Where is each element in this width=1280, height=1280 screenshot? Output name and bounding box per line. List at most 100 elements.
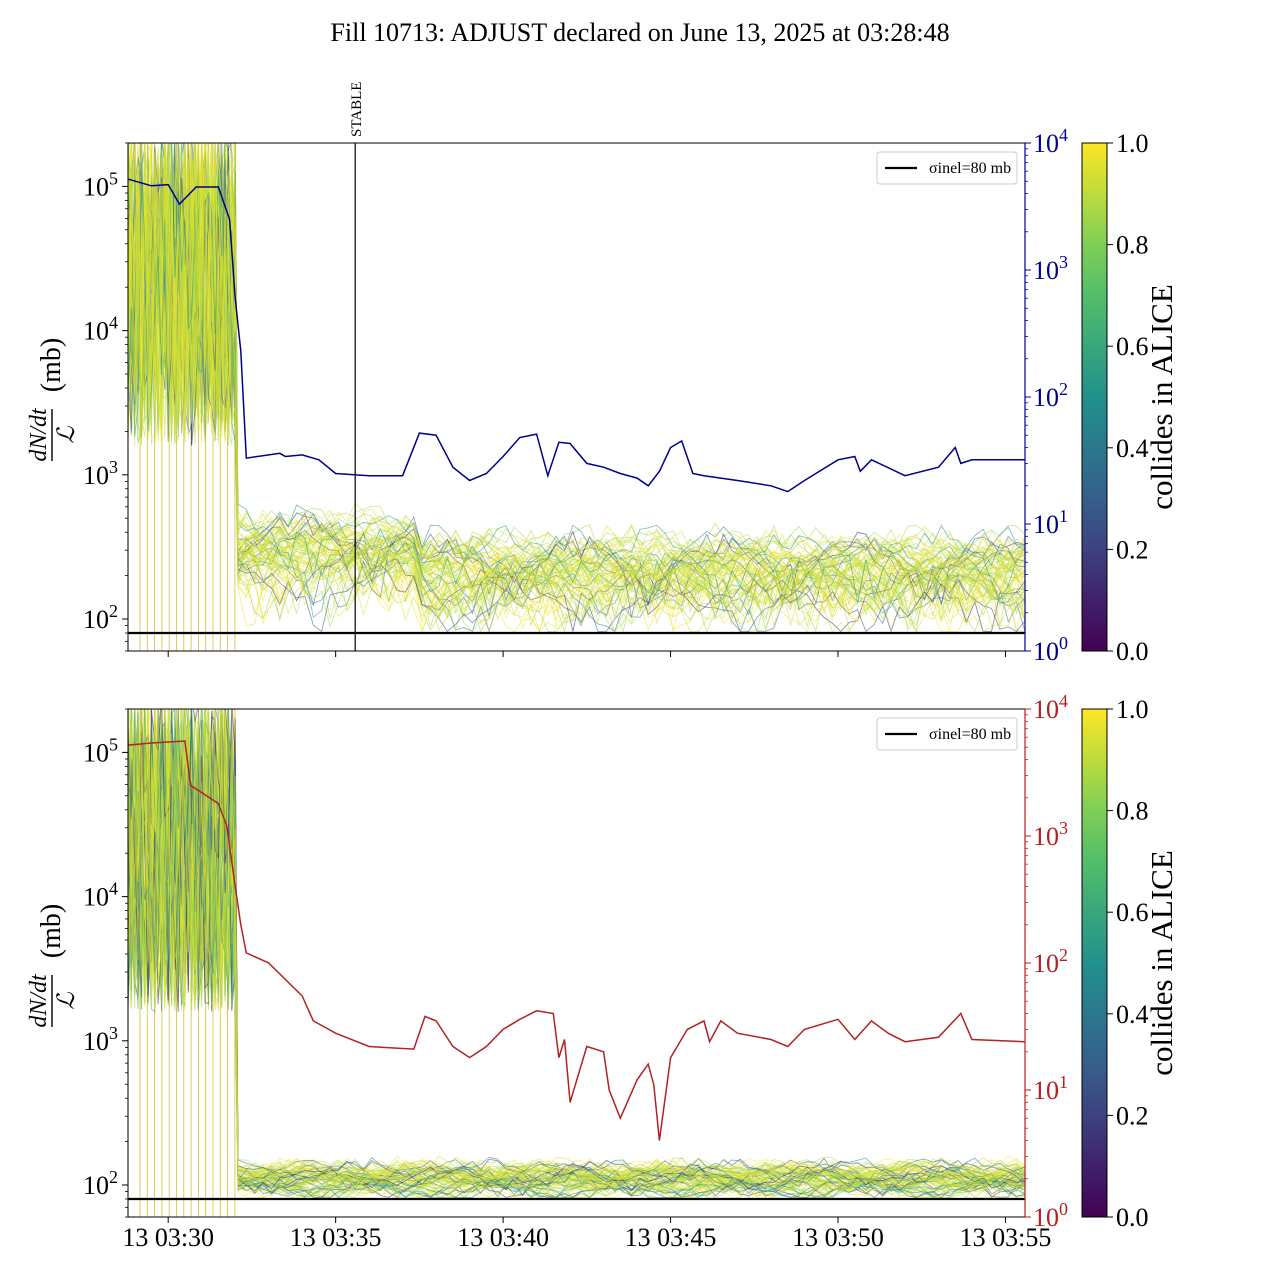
left-axis-unit: (mb) xyxy=(36,338,67,392)
bunch-trace xyxy=(128,143,1025,612)
left-tick-label: 105 xyxy=(83,168,118,201)
x-tick-label: 13 03:35 xyxy=(290,1223,382,1252)
bunch-trace xyxy=(128,143,1025,610)
bunch-trace xyxy=(128,709,1025,1188)
chart-panel-bottom: 102 103 104 105 dN/dt ℒ (mb) 100 101 102 103 104 13 … xyxy=(26,691,1179,1252)
bunch-trace xyxy=(128,709,1025,1190)
bunch-trace xyxy=(128,720,1025,1193)
bunch-trace xyxy=(128,709,1025,1191)
bunch-trace xyxy=(128,709,1025,1186)
bunch-trace xyxy=(128,709,1025,1196)
bunch-trace xyxy=(128,709,1025,1199)
right-tick-label: 102 xyxy=(1033,945,1068,978)
bunch-trace xyxy=(128,709,1025,1195)
bunch-trace xyxy=(128,719,1025,1198)
colorbar-label: collides in ALICE xyxy=(1144,284,1179,510)
x-tick-label: 13 03:40 xyxy=(457,1223,549,1252)
bunch-trace xyxy=(128,709,1025,1198)
bunch-trace xyxy=(128,709,1025,1189)
right-tick-label: 103 xyxy=(1033,818,1068,851)
bunch-trace xyxy=(128,711,1025,1191)
left-tick-label: 105 xyxy=(83,734,118,767)
bunch-trace xyxy=(128,712,1025,1188)
left-axis-unit: (mb) xyxy=(36,904,67,958)
bunch-trace xyxy=(128,709,1025,1191)
bunch-trace xyxy=(128,143,1025,633)
bunch-trace xyxy=(128,709,1025,1198)
bunch-trace xyxy=(128,148,1025,633)
bunch-trace xyxy=(128,143,1025,609)
bunch-trace xyxy=(128,709,1025,1192)
left-axis-label: dN/dt ℒ (mb) xyxy=(26,904,80,1028)
left-axis-numerator: dN/dt xyxy=(26,973,52,1028)
bunch-trace xyxy=(128,709,1025,1190)
bunch-trace xyxy=(128,709,1025,1198)
bunch-trace xyxy=(128,709,1025,1195)
bunch-trace xyxy=(128,709,1025,1199)
left-tick-label: 104 xyxy=(83,879,118,912)
bunch-trace xyxy=(128,709,1025,1193)
series-line xyxy=(128,178,1025,493)
left-axis-denominator: ℒ xyxy=(54,426,80,444)
bunch-trace xyxy=(128,709,1025,1194)
legend-box xyxy=(876,151,1018,185)
legend-box xyxy=(876,717,1018,751)
bunch-trace xyxy=(128,143,1025,633)
right-tick-label: 101 xyxy=(1033,506,1068,539)
bunch-trace xyxy=(128,709,1025,1196)
bunch-trace xyxy=(128,709,1025,1198)
left-tick-label: 102 xyxy=(83,1167,118,1200)
left-axis-label: dN/dt ℒ (mb) xyxy=(26,338,80,462)
bunch-trace xyxy=(128,143,1025,604)
plot-area xyxy=(128,709,1025,1217)
bunch-trace xyxy=(128,709,1025,1191)
colorbar-tick-label: 0.0 xyxy=(1116,1203,1149,1232)
bunch-trace xyxy=(128,709,1025,1192)
legend-label: σinel=80 mb xyxy=(929,160,1011,177)
bunch-trace xyxy=(128,709,1025,1198)
bunch-trace xyxy=(128,709,1025,1197)
left-tick-label: 103 xyxy=(83,457,118,490)
colorbar-tick-label: 0.4 xyxy=(1116,1000,1149,1029)
bunch-trace xyxy=(128,709,1025,1199)
bunch-trace xyxy=(128,709,1025,1186)
left-tick-label: 104 xyxy=(83,313,118,346)
bunch-trace xyxy=(128,709,1025,1187)
bunch-trace xyxy=(128,709,1025,1194)
right-tick-label: 104 xyxy=(1033,691,1068,724)
right-tick-label: 100 xyxy=(1033,633,1068,666)
bunch-trace xyxy=(128,709,1025,1191)
right-tick-label: 101 xyxy=(1033,1072,1068,1105)
bunch-trace xyxy=(128,709,1025,1190)
bunch-trace xyxy=(128,709,1025,1198)
colorbar-tick-label: 1.0 xyxy=(1116,695,1149,724)
colorbar xyxy=(1081,142,1108,652)
bunch-trace xyxy=(128,709,1025,1189)
colorbar-tick-label: 0.2 xyxy=(1116,1101,1149,1130)
bunch-trace xyxy=(128,709,1025,1199)
bunch-trace xyxy=(128,720,1025,1199)
colorbar-tick-label: 1.0 xyxy=(1116,129,1149,158)
bunch-trace xyxy=(128,709,1025,1194)
colorbar-tick-label: 0.2 xyxy=(1116,535,1149,564)
stable-marker-label: STABLE xyxy=(349,82,365,137)
right-tick-label: 102 xyxy=(1033,379,1068,412)
page-title: Fill 10713: ADJUST declared on June 13, … xyxy=(330,18,950,47)
series-line xyxy=(128,740,1025,1141)
bunch-trace xyxy=(128,709,1025,1197)
bunch-trace xyxy=(128,709,1025,1195)
bunch-trace xyxy=(128,709,1025,1188)
x-tick-label: 13 03:55 xyxy=(960,1223,1052,1252)
bunch-trace xyxy=(128,709,1025,1198)
left-axis-numerator: dN/dt xyxy=(26,407,52,462)
bunch-trace xyxy=(128,144,1025,614)
bunch-trace xyxy=(128,709,1025,1192)
bunch-trace xyxy=(128,709,1025,1195)
left-tick-label: 103 xyxy=(83,1023,118,1056)
legend-label: σinel=80 mb xyxy=(929,726,1011,743)
bunch-trace xyxy=(128,709,1025,1197)
bunch-trace xyxy=(128,709,1025,1191)
bunch-trace xyxy=(128,727,1025,1199)
plot-frame xyxy=(127,708,1026,1218)
